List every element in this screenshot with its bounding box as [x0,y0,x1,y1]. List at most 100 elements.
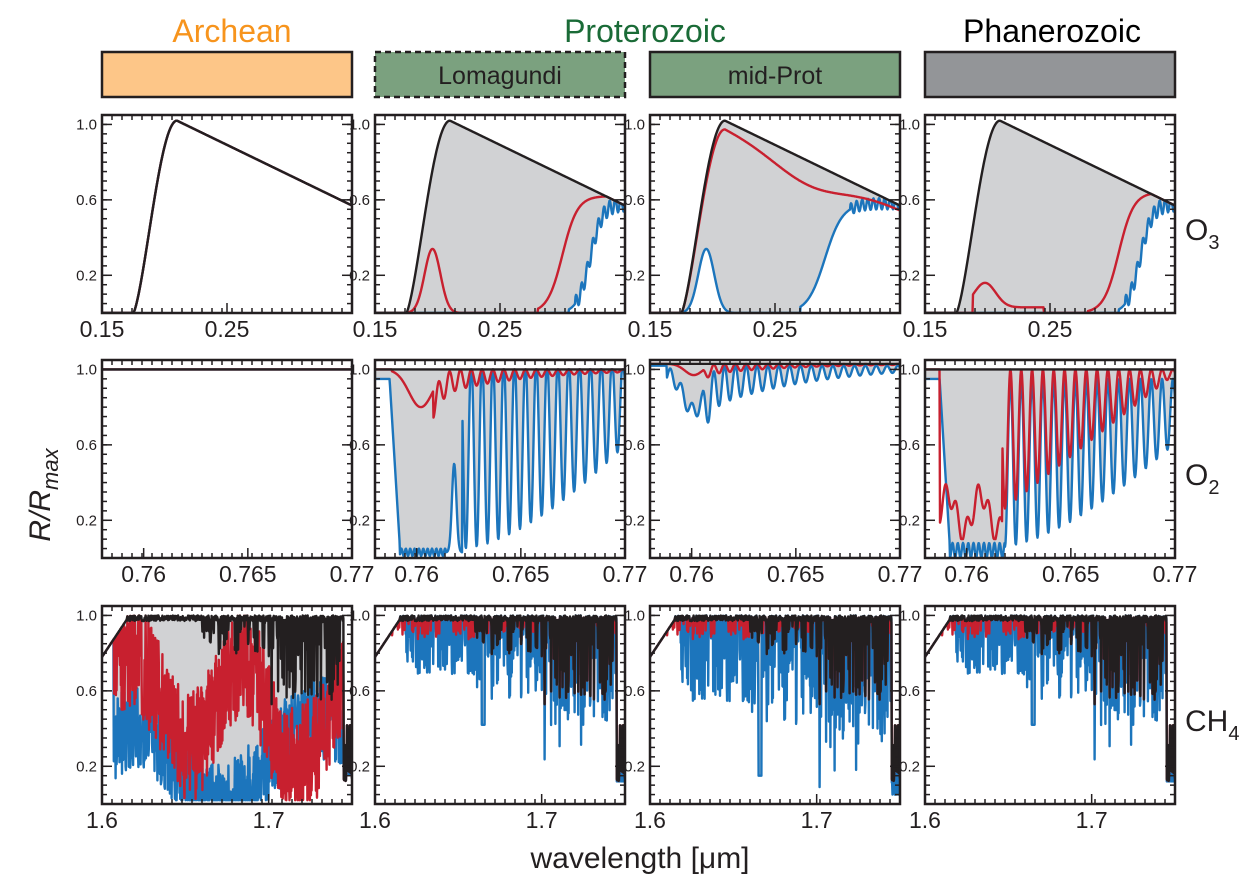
tick-marks [375,360,626,558]
eon-label-phanerozoic: Phanerozoic [963,13,1141,49]
series-black [650,119,900,313]
y-tick-label: 0.2 [624,267,645,284]
x-tick-label: 0.765 [219,561,277,587]
x-tick-label: 0.77 [330,561,375,587]
x-tick-label: 0.765 [1042,561,1100,587]
y-tick-label: 0.6 [899,192,920,209]
row-label-0: O3 [1185,214,1219,254]
row-label-sub: 2 [1208,477,1219,499]
y-tick-label: 0.2 [899,758,920,775]
x-tick-label: 0.765 [492,561,550,587]
y-tick-label: 0.2 [899,267,920,284]
panel-data [925,368,1175,558]
series-black [375,614,625,783]
panel-data [375,119,625,313]
x-tick-label: 0.77 [1153,561,1198,587]
y-tick-label: 1.0 [76,607,97,624]
panel-frame [923,604,1177,806]
y-tick-label: 1.0 [349,607,370,624]
x-tick-label: 0.25 [753,316,798,342]
x-tick-label: 1.6 [359,807,391,833]
period-boxes: Lomagundi mid-Prot [100,50,1177,99]
y-tick-label: 1.0 [349,361,370,378]
x-tick-label: 1.7 [1076,807,1108,833]
panel-data [375,614,625,783]
y-axis-label-sub: max [38,447,63,490]
panel-o2-archean: 0.2 0.6 1.0 0.76 0.765 0.77 [76,358,375,587]
panel-o3-mid-prot: 0.2 0.6 1.0 0.15 0.25 [624,113,902,342]
row-label-base: CH [1185,705,1228,738]
series-black [375,119,625,313]
panel-ch4-archean: 0.2 0.6 1.0 1.6 1.7 [76,604,354,833]
x-tick-label: 1.7 [801,807,833,833]
panel-o3-phanerozoic: 0.2 0.6 1.0 0.15 0.25 [899,113,1177,342]
row-label-sub: 3 [1208,232,1219,254]
series-black [650,614,900,783]
y-tick-label: 1.0 [76,116,97,133]
x-tick-label: 1.7 [253,807,285,833]
x-tick-label: 0.15 [353,316,398,342]
series-red [375,195,625,313]
period-box-3 [923,50,1177,99]
series-red [925,368,1175,541]
series-red [650,362,900,379]
panel-data [925,119,1175,313]
fill-band [925,120,1175,313]
tick-marks [102,360,353,558]
y-tick-label: 0.2 [76,512,97,529]
series-black [102,614,352,783]
series-red [102,614,352,802]
panel-frame [373,604,627,806]
y-tick-label: 1.0 [624,361,645,378]
panel-o2-mid-prot: 0.2 0.6 1.0 0.76 0.765 0.77 [624,358,923,587]
panel-ch4-lomagundi: 0.2 0.6 1.0 1.6 1.7 [349,604,627,833]
y-tick-label: 0.2 [76,267,97,284]
series-red [925,192,1175,313]
x-tick-label: 0.76 [944,561,989,587]
series-black [925,119,1175,313]
y-tick-label: 0.2 [899,512,920,529]
period-box-label: mid-Prot [728,62,823,90]
y-tick-label: 1.0 [624,607,645,624]
panel-data [102,119,352,313]
tick-marks [650,360,901,558]
y-tick-label: 1.0 [899,116,920,133]
period-box-2: mid-Prot [648,50,902,99]
tick-marks [374,115,625,313]
panel-frame [100,604,354,806]
x-tick-label: 0.77 [878,561,923,587]
y-axis-label: R/Rmax [24,447,63,541]
y-tick-label: 1.0 [76,361,97,378]
y-tick-label: 0.2 [349,758,370,775]
y-tick-label: 0.2 [624,758,645,775]
y-tick-label: 0.6 [624,192,645,209]
fill-band [650,363,900,423]
panel-frame [648,604,902,806]
series-black [102,119,352,313]
period-box-1: Lomagundi [373,50,627,99]
eon-label-archean: Archean [172,13,291,49]
row-label-2: CH4 [1185,705,1239,745]
panel-ch4-phanerozoic: 0.2 0.6 1.0 1.6 1.7 [899,604,1177,833]
x-tick-label: 0.15 [80,316,125,342]
y-tick-label: 0.2 [349,512,370,529]
tick-marks [374,606,625,804]
y-tick-label: 0.6 [349,683,370,700]
x-tick-label: 0.25 [478,316,523,342]
y-axis-label-main: R/R [24,490,57,542]
panel-frame [923,358,1177,560]
panel-o2-lomagundi: 0.2 0.6 1.0 0.76 0.765 0.77 [349,358,647,587]
x-tick-label: 1.6 [86,807,118,833]
y-tick-label: 0.6 [76,192,97,209]
tick-marks [925,360,1176,558]
panel-data [650,119,900,313]
x-tick-label: 0.76 [669,561,714,587]
panel-frame [373,358,627,560]
period-box-label: Lomagundi [438,62,562,90]
y-tick-label: 0.6 [624,683,645,700]
x-tick-label: 0.15 [628,316,673,342]
panel-frame [648,358,902,560]
panel-grid: 0.2 0.6 1.0 0.15 0.25 0.2 0.6 1.0 0.15 0.25 0.2 0.6… [76,113,1198,833]
series-blue [102,638,352,802]
